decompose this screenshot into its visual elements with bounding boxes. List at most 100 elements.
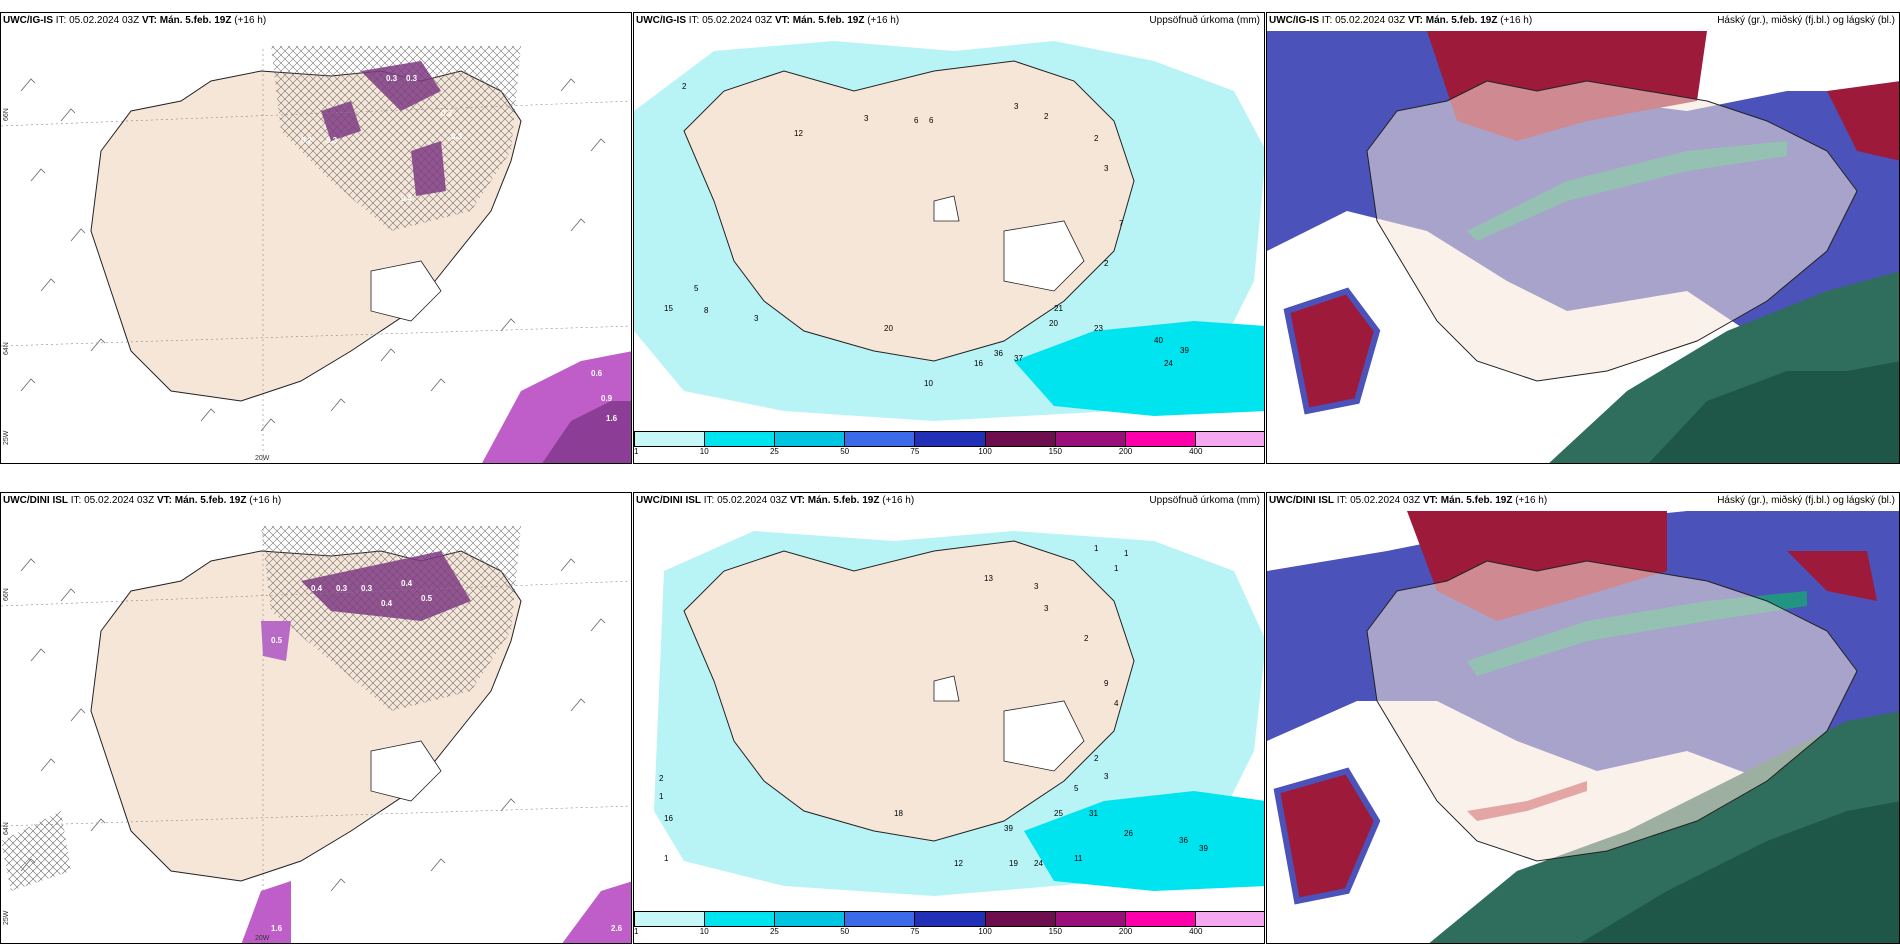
svg-text:20: 20 xyxy=(884,324,893,333)
cloud-panel-top: UWC/IG-IS IT: 05.02.2024 03Z VT: Mán. 5.… xyxy=(1266,12,1900,464)
colorbar-tick: 10 xyxy=(699,447,709,456)
svg-text:36: 36 xyxy=(994,349,1003,358)
svg-text:24: 24 xyxy=(1034,859,1043,868)
cloud-map xyxy=(1267,511,1899,943)
svg-text:0.4: 0.4 xyxy=(311,584,323,593)
lon-label-20: 20W xyxy=(255,935,270,942)
colorbar-swatch xyxy=(705,912,776,926)
svg-text:0.4: 0.4 xyxy=(401,194,413,203)
svg-text:0.5: 0.5 xyxy=(421,594,433,603)
hatched-area-sw xyxy=(1,811,71,891)
svg-text:0.3: 0.3 xyxy=(451,132,463,141)
svg-text:1.6: 1.6 xyxy=(271,924,283,933)
glacier xyxy=(370,260,442,322)
colorbar-tick: 75 xyxy=(910,927,920,936)
svg-text:0.3: 0.3 xyxy=(326,136,338,145)
svg-text:39: 39 xyxy=(1004,824,1013,833)
svg-text:10: 10 xyxy=(924,379,933,388)
colorbar-swatch xyxy=(775,432,846,446)
panel-header: UWC/IG-IS IT: 05.02.2024 03Z VT: Mán. 5.… xyxy=(3,15,267,26)
colorbar-tick: 25 xyxy=(769,447,779,456)
svg-text:7: 7 xyxy=(1119,219,1124,228)
svg-text:21: 21 xyxy=(1054,304,1063,313)
panel-header: UWC/DINI ISL IT: 05.02.2024 03Z VT: Mán.… xyxy=(636,495,915,506)
lon-label-20: 20W xyxy=(255,455,270,462)
svg-text:16: 16 xyxy=(664,814,673,823)
svg-text:0.3: 0.3 xyxy=(336,584,348,593)
svg-text:1: 1 xyxy=(659,792,664,801)
wind-barbs xyxy=(20,78,606,432)
colorbar-tick: 50 xyxy=(840,447,850,456)
svg-text:0.9: 0.9 xyxy=(601,394,613,403)
colorbar-tick: 200 xyxy=(1118,927,1133,936)
colorbar-tick: 25 xyxy=(769,927,779,936)
lat-label-64: 64N xyxy=(3,822,10,835)
svg-text:3: 3 xyxy=(864,114,869,123)
svg-text:40: 40 xyxy=(1154,336,1163,345)
wind-map: 0.4 0.3 0.3 0.4 0.5 0.4 0.5 2.6 1.6 xyxy=(1,511,631,943)
svg-text:0.4: 0.4 xyxy=(401,579,413,588)
svg-text:0.6: 0.6 xyxy=(591,369,603,378)
panel-header: UWC/DINI ISL IT: 05.02.2024 03Z VT: Mán.… xyxy=(3,495,282,506)
colorbar-swatch xyxy=(915,432,986,446)
colorbar-tick: 150 xyxy=(1048,927,1063,936)
svg-text:2: 2 xyxy=(1094,134,1099,143)
svg-text:2.6: 2.6 xyxy=(611,924,623,933)
colorbar-swatch xyxy=(845,912,916,926)
svg-text:16: 16 xyxy=(974,359,983,368)
svg-text:19: 19 xyxy=(1009,859,1018,868)
lat-label-66: 66N xyxy=(3,108,10,121)
colorbar-swatch xyxy=(1055,432,1126,446)
colorbar-swatch xyxy=(705,432,776,446)
svg-text:2: 2 xyxy=(1084,634,1089,643)
svg-text:12: 12 xyxy=(794,129,803,138)
svg-text:6: 6 xyxy=(929,116,934,125)
svg-text:1.6: 1.6 xyxy=(606,414,618,423)
svg-text:8: 8 xyxy=(704,306,709,315)
svg-text:5: 5 xyxy=(1074,784,1079,793)
svg-text:1: 1 xyxy=(664,854,669,863)
svg-text:5: 5 xyxy=(694,284,699,293)
iceland-landmass xyxy=(1366,80,1858,382)
svg-text:3: 3 xyxy=(1044,604,1049,613)
svg-text:3: 3 xyxy=(1104,164,1109,173)
svg-text:2: 2 xyxy=(1044,112,1049,121)
precip-title: Uppsöfnuð úrkoma (mm) xyxy=(1149,15,1260,26)
svg-text:3: 3 xyxy=(754,314,759,323)
colorbar-tick: 150 xyxy=(1048,447,1063,456)
colorbar-tick: 1 xyxy=(634,447,639,456)
svg-text:12: 12 xyxy=(954,859,963,868)
svg-text:3: 3 xyxy=(1104,772,1109,781)
svg-text:3: 3 xyxy=(1014,102,1019,111)
colorbar-tick: 400 xyxy=(1189,927,1203,936)
hatched-cloud-area xyxy=(271,46,521,231)
colorbar-swatch xyxy=(985,912,1056,926)
svg-text:23: 23 xyxy=(1094,324,1103,333)
svg-text:25: 25 xyxy=(1054,809,1063,818)
colorbar-swatch xyxy=(1195,432,1264,446)
cloud-panel-bottom: UWC/DINI ISL IT: 05.02.2024 03Z VT: Mán.… xyxy=(1266,492,1900,944)
svg-text:1: 1 xyxy=(1124,549,1129,558)
gridlines xyxy=(1,49,631,463)
iceland-landmass xyxy=(683,60,1135,362)
cloud-map xyxy=(1267,31,1899,463)
svg-text:0.5: 0.5 xyxy=(271,636,283,645)
svg-text:0.3: 0.3 xyxy=(386,74,398,83)
wind-panel-top: UWC/IG-IS IT: 05.02.2024 03Z VT: Mán. 5.… xyxy=(0,12,632,464)
panel-header: UWC/DINI ISL IT: 05.02.2024 03Z VT: Mán.… xyxy=(1269,495,1548,506)
colorbar-tick: 100 xyxy=(978,447,992,456)
colorbar-swatch xyxy=(985,432,1056,446)
svg-text:0.9: 0.9 xyxy=(561,164,573,173)
svg-text:0.3: 0.3 xyxy=(406,74,418,83)
svg-text:9: 9 xyxy=(1104,679,1109,688)
lat-label-64: 64N xyxy=(3,342,10,355)
lon-label-25: 25W xyxy=(3,910,10,925)
svg-text:2: 2 xyxy=(659,774,664,783)
wind-panel-bottom: UWC/DINI ISL IT: 05.02.2024 03Z VT: Mán.… xyxy=(0,492,632,944)
colorbar-swatch xyxy=(1125,912,1196,926)
precip-colorbar: 1 10 25 50 75 100 150 200 400 xyxy=(634,431,1264,458)
svg-text:1: 1 xyxy=(1114,564,1119,573)
cloud-title: Háský (gr.), miðský (fj.bl.) og lágský (… xyxy=(1717,495,1895,506)
svg-text:4: 4 xyxy=(1114,699,1119,708)
